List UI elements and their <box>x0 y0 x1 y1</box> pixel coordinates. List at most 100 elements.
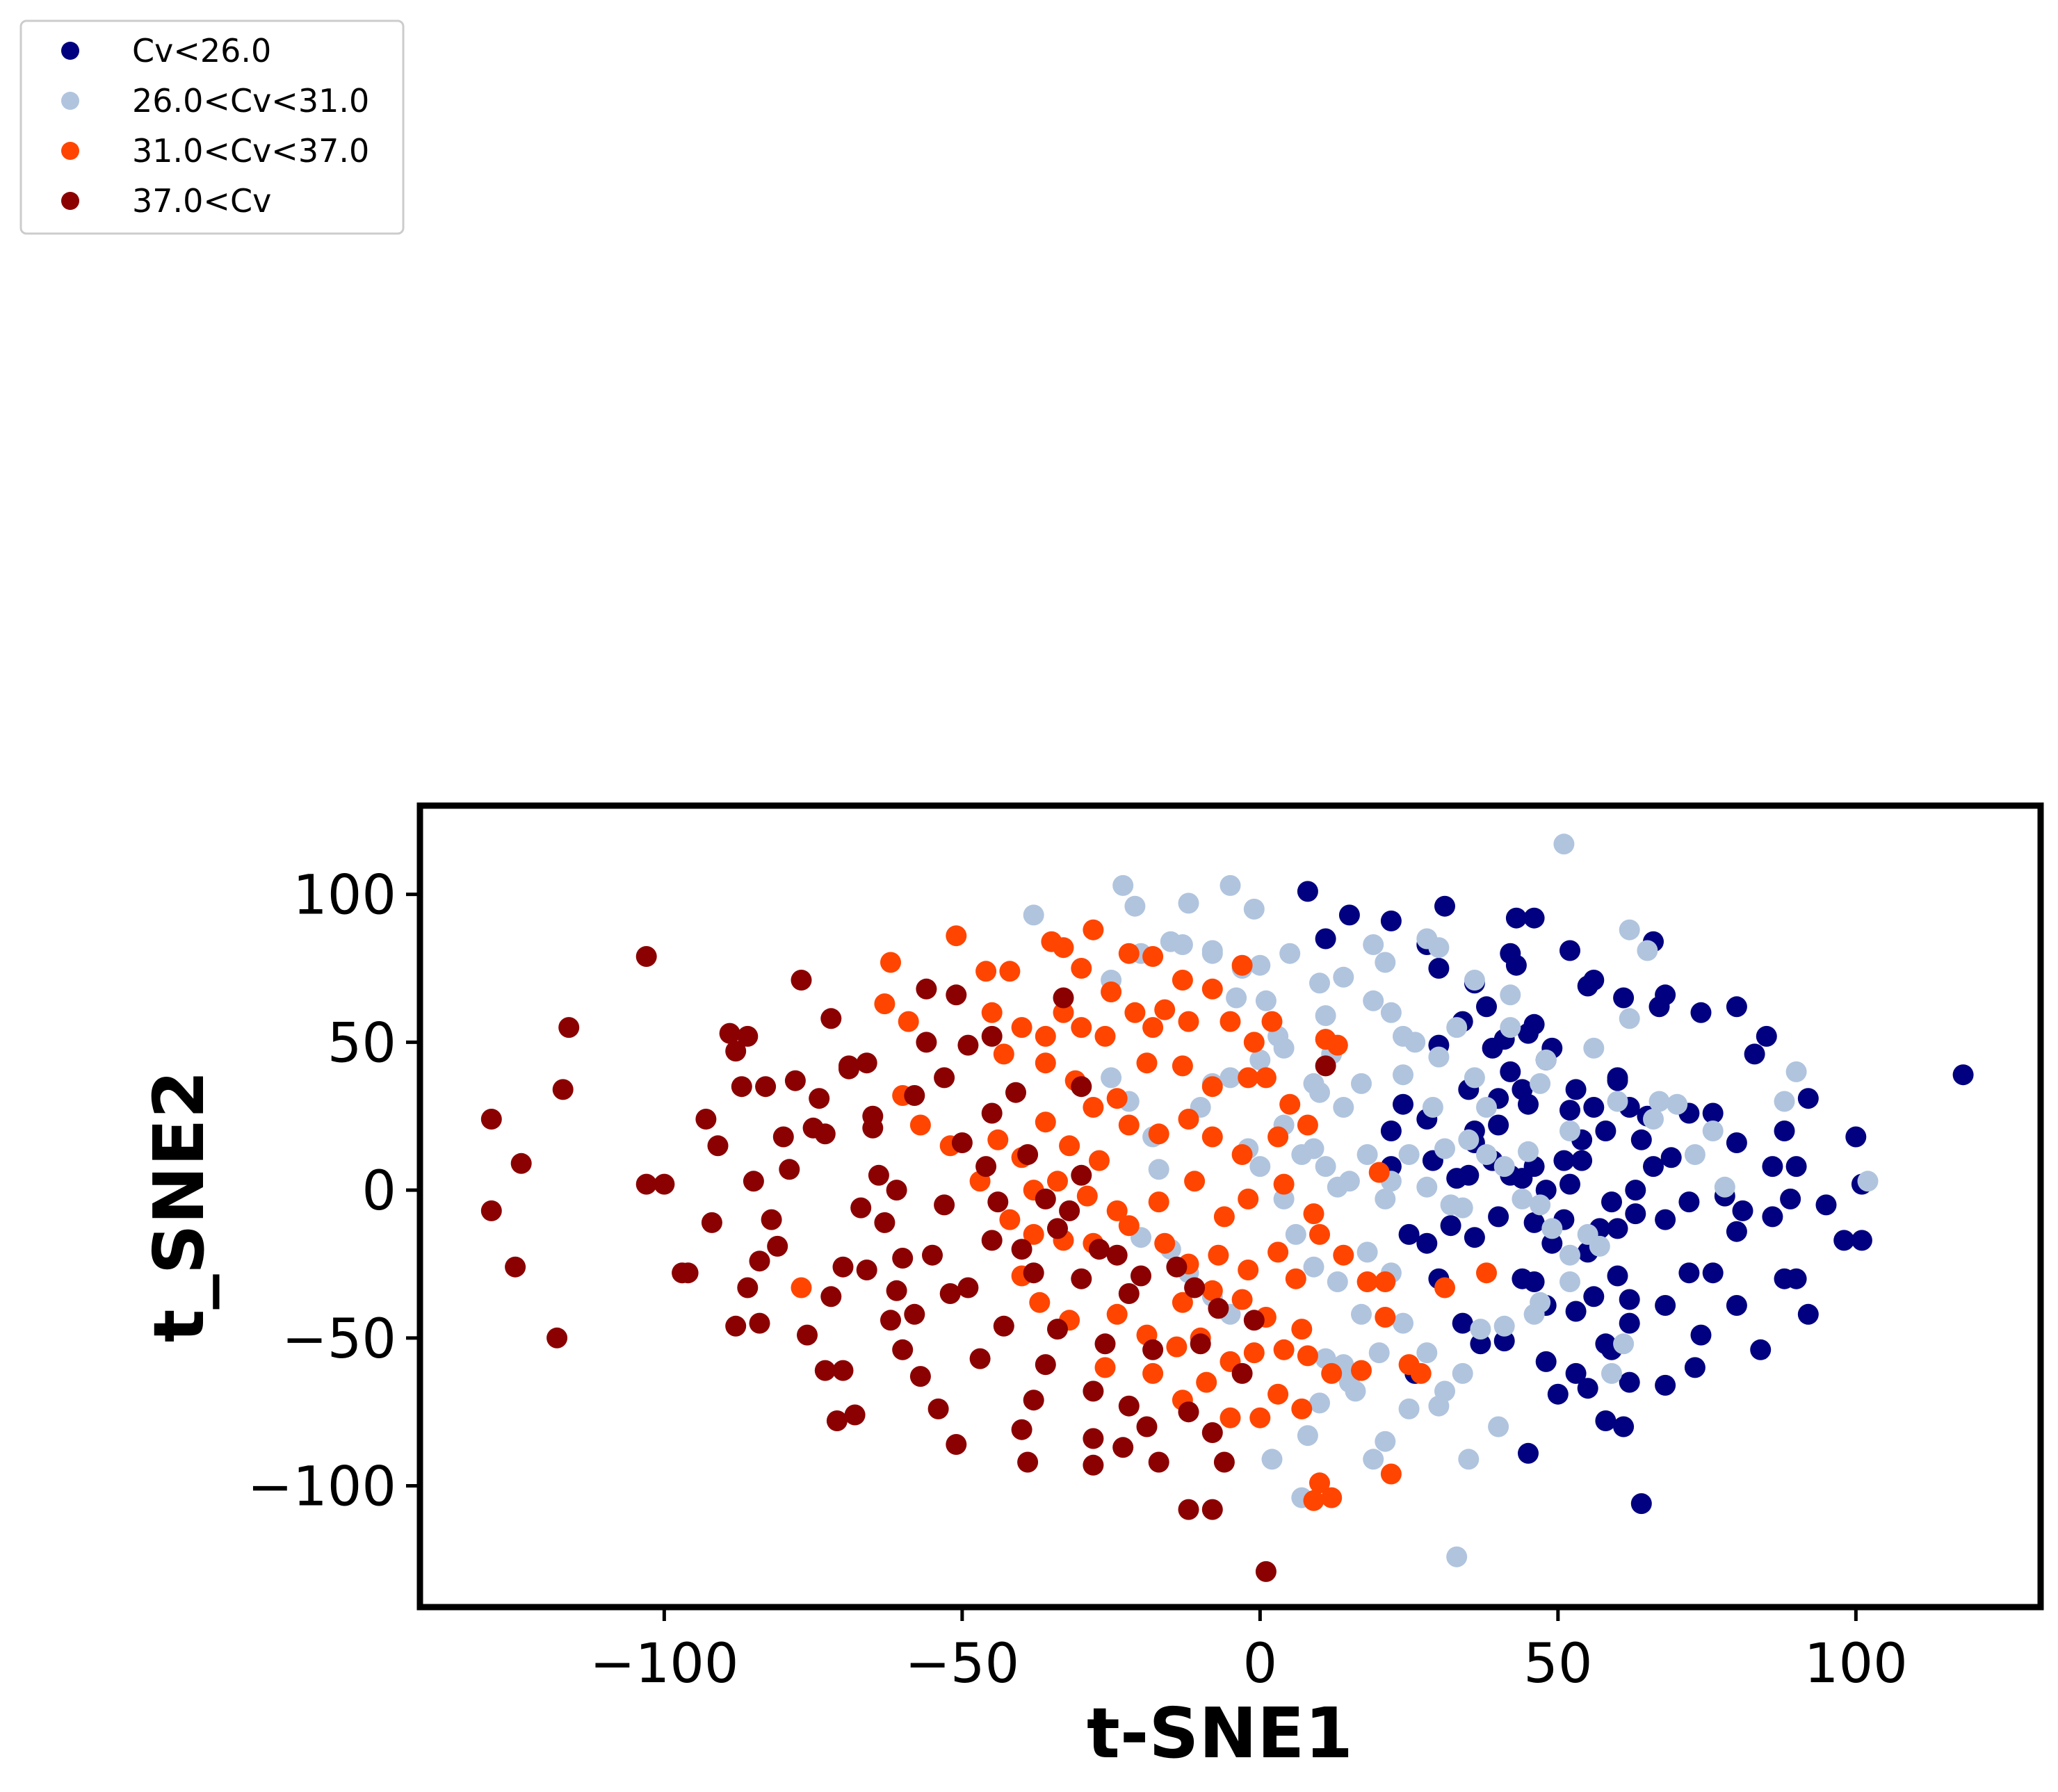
legend-marker <box>61 42 79 60</box>
data-point-s0-54 <box>1393 1093 1413 1115</box>
data-point-s3-119 <box>856 1260 877 1280</box>
data-point-s2-20 <box>1124 1002 1146 1023</box>
data-point-s3-15 <box>731 1076 752 1098</box>
data-point-s3-16 <box>755 1076 777 1098</box>
legend-label: 37.0<Cv <box>132 182 271 220</box>
data-point-s3-25 <box>856 1052 877 1074</box>
x-tick-label: −100 <box>590 1633 738 1695</box>
data-point-s2-11 <box>1201 978 1223 1000</box>
data-point-s0-95 <box>1493 1330 1515 1352</box>
data-point-s2-18 <box>1071 1017 1092 1038</box>
data-point-s3-80 <box>1071 1268 1092 1289</box>
data-point-s3-112 <box>1315 1055 1336 1077</box>
data-point-s0-77 <box>1726 1295 1747 1316</box>
data-point-s1-47 <box>1398 1144 1420 1165</box>
legend-marker <box>61 142 79 160</box>
data-point-s2-64 <box>1303 1203 1324 1225</box>
data-point-s3-99 <box>1131 1265 1151 1287</box>
data-point-s1-67 <box>1470 1319 1491 1340</box>
data-point-s3-7 <box>546 1327 568 1349</box>
data-point-s3-75 <box>1047 1319 1068 1340</box>
data-point-s3-109 <box>862 1117 884 1139</box>
data-point-s1-44 <box>1356 1144 1378 1165</box>
data-point-s1-121 <box>1530 1073 1551 1094</box>
data-point-s2-93 <box>1351 1360 1372 1381</box>
data-point-s3-77 <box>1023 1390 1044 1411</box>
data-point-s0-33 <box>1762 1156 1783 1178</box>
data-point-s0-12 <box>1505 954 1527 976</box>
data-point-s3-27 <box>868 1164 889 1186</box>
data-point-s1-41 <box>1315 1156 1336 1178</box>
data-point-s3-23 <box>820 1008 842 1029</box>
data-point-s1-12 <box>1309 972 1330 994</box>
data-point-s0-39 <box>1630 1129 1652 1150</box>
data-point-s2-31 <box>1083 1097 1104 1118</box>
data-point-s3-72 <box>1035 1188 1056 1209</box>
data-point-s3-0 <box>635 946 657 967</box>
data-point-s0-17 <box>1518 1023 1539 1044</box>
x-tick-label: 50 <box>1523 1633 1592 1695</box>
data-point-s0-75 <box>1797 1303 1819 1325</box>
data-point-s1-10 <box>1249 954 1271 976</box>
data-point-s2-2 <box>975 961 997 982</box>
data-point-s0-32 <box>1785 1156 1807 1178</box>
data-point-s2-1 <box>946 925 967 947</box>
data-point-s1-99 <box>1327 1271 1348 1292</box>
data-point-s3-22 <box>814 1123 836 1145</box>
data-point-s0-56 <box>1488 1114 1509 1136</box>
data-point-s3-87 <box>1083 1428 1104 1449</box>
data-point-s3-105 <box>1118 1395 1140 1417</box>
data-point-s3-93 <box>1201 1422 1223 1443</box>
data-point-s3-61 <box>951 1132 973 1153</box>
data-point-s1-30 <box>1351 1073 1372 1094</box>
data-point-s3-66 <box>916 1032 937 1053</box>
data-point-s1-115 <box>1648 1091 1670 1112</box>
data-point-s3-38 <box>749 1251 770 1272</box>
data-point-s3-1 <box>558 1017 580 1038</box>
data-point-s1-63 <box>1559 1271 1580 1292</box>
data-point-s3-35 <box>844 1404 866 1426</box>
data-point-s1-108 <box>1643 1109 1664 1130</box>
data-point-s2-78 <box>1356 1271 1378 1292</box>
data-point-s1-72 <box>1446 1546 1468 1567</box>
data-point-s0-111 <box>1619 1312 1640 1334</box>
data-point-s3-13 <box>719 1023 740 1044</box>
data-point-s1-105 <box>1351 1303 1372 1325</box>
data-point-s1-3 <box>1178 893 1199 914</box>
data-point-s3-74 <box>1023 1262 1044 1284</box>
data-point-s3-98 <box>1166 1256 1188 1278</box>
data-point-s1-96 <box>1273 1188 1295 1209</box>
data-point-s2-29 <box>1035 1052 1056 1074</box>
data-point-s0-124 <box>1476 996 1497 1018</box>
data-point-s0-132 <box>1660 1147 1682 1168</box>
data-point-s0-19 <box>1613 987 1635 1009</box>
data-point-s3-83 <box>1071 1164 1092 1186</box>
data-point-s1-35 <box>1220 1067 1241 1089</box>
data-point-s0-80 <box>1655 1295 1676 1316</box>
data-point-s3-3 <box>480 1109 502 1130</box>
data-point-s3-114 <box>981 1230 1003 1251</box>
data-point-s3-47 <box>874 1212 896 1233</box>
data-point-s2-25 <box>1243 1032 1265 1053</box>
data-point-s0-45 <box>1553 1150 1575 1171</box>
y-tick-label: 0 <box>362 1160 396 1223</box>
data-point-s3-33 <box>832 1360 854 1381</box>
data-point-s2-111 <box>1321 1487 1343 1508</box>
data-point-s0-112 <box>1583 1286 1605 1308</box>
data-point-s0-60 <box>1559 1100 1580 1121</box>
data-point-s0-44 <box>1571 1150 1593 1171</box>
data-point-s3-65 <box>934 1067 955 1089</box>
data-point-s1-51 <box>1434 1138 1455 1159</box>
data-point-s3-118 <box>880 1310 901 1331</box>
data-point-s1-21 <box>1226 987 1247 1009</box>
data-point-s3-45 <box>761 1209 782 1230</box>
data-point-s0-10 <box>1523 907 1545 929</box>
data-point-s3-81 <box>1089 1239 1110 1260</box>
data-point-s1-48 <box>1416 1176 1438 1198</box>
data-point-s2-52 <box>1267 1126 1289 1148</box>
data-point-s0-82 <box>1684 1357 1705 1378</box>
data-point-s3-14 <box>725 1041 747 1062</box>
data-point-s1-126 <box>1500 1017 1521 1038</box>
data-point-s0-59 <box>1512 1079 1533 1100</box>
